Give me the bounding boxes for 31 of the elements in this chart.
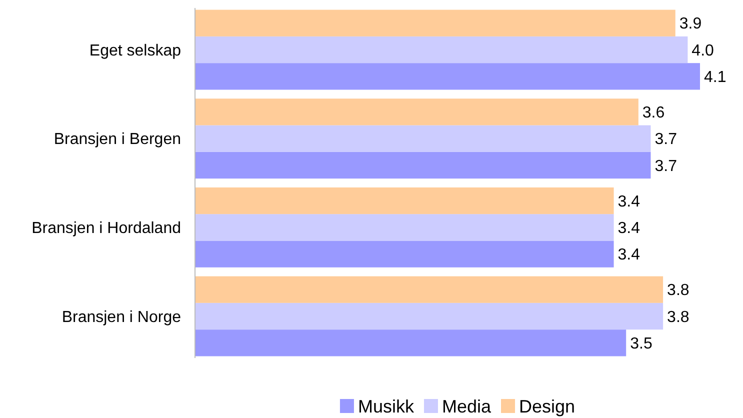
data-label: 3.7: [654, 131, 678, 148]
data-label: 3.7: [654, 158, 678, 175]
bar: [195, 63, 700, 90]
bar: [195, 330, 626, 356]
legend-label: Media: [442, 396, 492, 416]
legend-label: Musikk: [358, 396, 415, 416]
data-label: 4.0: [692, 42, 714, 60]
bar: [195, 98, 638, 126]
data-label: 3.5: [630, 336, 652, 352]
data-label: 3.4: [618, 220, 640, 238]
y-tick-label: Bransjen i Norge: [62, 308, 182, 326]
y-tick-label: Bransjen i Hordaland: [32, 220, 181, 238]
data-label: 3.8: [667, 282, 690, 300]
y-tick-label: Bransjen i Bergen: [54, 131, 181, 148]
bar: [195, 10, 676, 36]
legend-label: Design: [519, 396, 576, 416]
data-label: 3.4: [618, 246, 640, 264]
bar: [195, 187, 614, 214]
data-label: 3.9: [679, 16, 702, 33]
bar: [195, 302, 664, 330]
bar: [195, 36, 688, 64]
data-label: 3.4: [618, 193, 640, 210]
data-label: 4.1: [704, 69, 726, 86]
data-label: 3.6: [642, 104, 665, 122]
y-tick-label: Eget selskap: [89, 42, 182, 60]
bar: [195, 276, 664, 303]
bar: [195, 152, 651, 179]
bar: [195, 214, 614, 241]
bar: [195, 125, 651, 152]
bar: [195, 240, 614, 268]
data-label: 3.8: [667, 308, 690, 326]
